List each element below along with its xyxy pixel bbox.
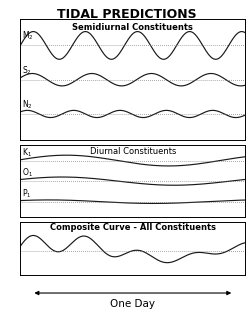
Text: Semidiurnal Constituents: Semidiurnal Constituents xyxy=(72,23,193,32)
Text: P$_1$: P$_1$ xyxy=(22,187,32,200)
Text: One Day: One Day xyxy=(110,299,155,309)
Text: N$_2$: N$_2$ xyxy=(22,99,33,111)
Text: K$_1$: K$_1$ xyxy=(22,146,32,159)
Text: TIDAL PREDICTIONS: TIDAL PREDICTIONS xyxy=(56,8,196,21)
Text: S$_2$: S$_2$ xyxy=(22,64,32,77)
Text: O$_1$: O$_1$ xyxy=(22,167,33,179)
Text: Diurnal Constituents: Diurnal Constituents xyxy=(89,147,175,156)
Text: Composite Curve - All Constituents: Composite Curve - All Constituents xyxy=(50,223,215,232)
Text: M$_2$: M$_2$ xyxy=(22,30,34,43)
